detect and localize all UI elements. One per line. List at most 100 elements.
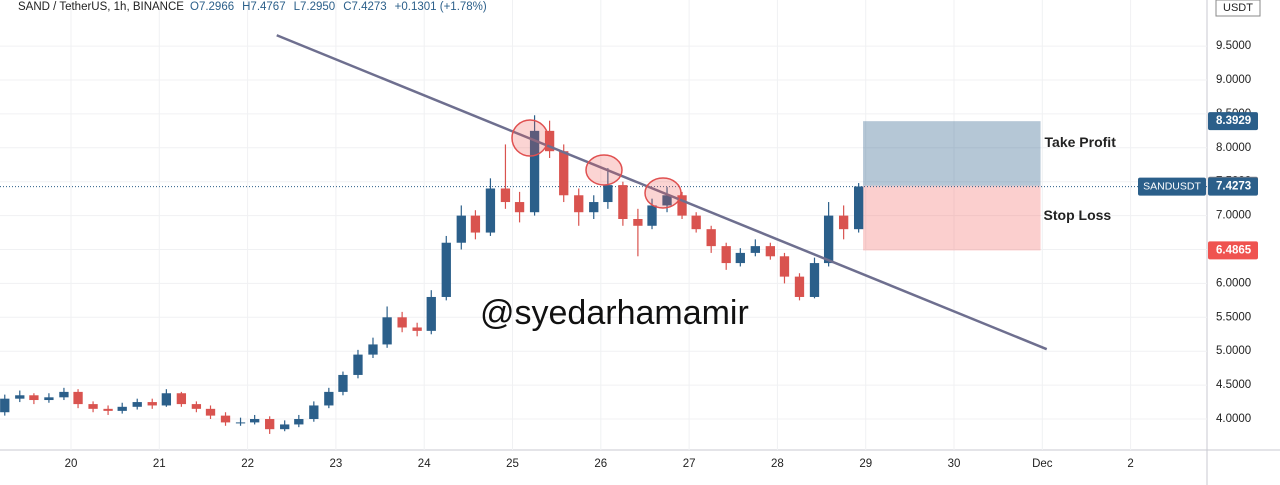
take-profit-price-box bbox=[1208, 112, 1258, 131]
x-tick-label: 30 bbox=[948, 458, 961, 470]
candle-body bbox=[294, 419, 304, 425]
candle-body bbox=[0, 398, 10, 413]
candle-body bbox=[589, 202, 599, 213]
y-tick-label: 9.0000 bbox=[1216, 74, 1251, 86]
x-tick-label: 28 bbox=[771, 458, 784, 470]
candle-body bbox=[691, 215, 701, 230]
candle-body bbox=[338, 374, 348, 392]
y-tick-label: 5.0000 bbox=[1216, 345, 1251, 357]
currency: USDT bbox=[1223, 2, 1253, 14]
candle-body bbox=[441, 242, 451, 297]
y-tick-label: 4.0000 bbox=[1216, 413, 1251, 425]
ohlc-stat: +0.1301 (+1.78%) bbox=[395, 1, 487, 13]
highlight-circle bbox=[511, 119, 549, 157]
y-tick-label: 5.5000 bbox=[1216, 311, 1251, 323]
y-tick-label: 9.5000 bbox=[1216, 40, 1251, 52]
candle-body bbox=[765, 246, 776, 257]
candle-body bbox=[161, 393, 172, 406]
x-tick-label: Dec bbox=[1032, 458, 1053, 470]
candle-body bbox=[721, 246, 731, 264]
stop-loss-price: 6.4865 bbox=[1216, 244, 1252, 256]
highlight-circle bbox=[585, 154, 623, 186]
x-tick-label: 2 bbox=[1127, 458, 1133, 470]
last-price-box bbox=[1208, 177, 1258, 196]
candle-body bbox=[15, 395, 25, 399]
currency-box bbox=[1215, 0, 1261, 17]
candle-body bbox=[662, 195, 672, 206]
y-tick-label: 6.0000 bbox=[1216, 277, 1251, 289]
candle-body bbox=[779, 256, 790, 277]
candle-body bbox=[147, 402, 157, 406]
candle-body bbox=[809, 263, 820, 297]
candle-body bbox=[353, 354, 363, 375]
stop-loss-price-box bbox=[1208, 241, 1258, 260]
candle-body bbox=[603, 185, 613, 203]
candle-body bbox=[132, 402, 142, 407]
y-tick-label: 4.5000 bbox=[1216, 379, 1251, 391]
x-tick-label: 26 bbox=[594, 458, 607, 470]
candle-body bbox=[324, 391, 334, 406]
candle-body bbox=[514, 202, 525, 213]
take-profit-label: Take Profit bbox=[1045, 134, 1117, 150]
candle-body bbox=[44, 397, 54, 401]
candle-body bbox=[426, 296, 436, 331]
candle-body bbox=[677, 195, 687, 216]
x-tick-label: 20 bbox=[65, 458, 78, 470]
candle-body bbox=[529, 130, 540, 213]
candle-body bbox=[280, 424, 290, 430]
candle-body bbox=[368, 344, 378, 355]
candle-body bbox=[191, 404, 202, 409]
symbol-title: SAND / TetherUS, 1h, BINANCE bbox=[18, 1, 184, 13]
candle-body bbox=[59, 391, 69, 398]
candle-body bbox=[29, 395, 39, 401]
take-profit-price: 8.3929 bbox=[1216, 115, 1251, 127]
take-profit-zone bbox=[863, 121, 1041, 186]
ohlc-stat: C7.4273 bbox=[343, 1, 386, 13]
candle-body bbox=[559, 151, 569, 196]
candle-body bbox=[456, 215, 466, 243]
candle-body bbox=[470, 215, 481, 233]
candle-body bbox=[500, 188, 511, 203]
candle-body bbox=[397, 317, 407, 328]
symbol-tag: SANDUSDT bbox=[1143, 180, 1201, 192]
candle-body bbox=[103, 408, 113, 411]
stop-loss-label: Stop Loss bbox=[1044, 207, 1112, 223]
candle-body bbox=[265, 419, 275, 430]
candle-body bbox=[235, 422, 246, 424]
candle-body bbox=[485, 188, 496, 233]
candle-body bbox=[838, 215, 849, 230]
candle-body bbox=[205, 408, 216, 416]
ohlc-stat: H7.4767 bbox=[242, 1, 285, 13]
candle-body bbox=[412, 327, 422, 331]
candle-body bbox=[633, 218, 643, 226]
candle-body bbox=[220, 415, 231, 423]
x-tick-label: 23 bbox=[330, 458, 343, 470]
candle-body bbox=[117, 406, 127, 411]
y-tick-label: 7.0000 bbox=[1216, 210, 1251, 222]
symbol-tag-box bbox=[1138, 177, 1206, 196]
x-tick-label: 29 bbox=[859, 458, 872, 470]
candle-body bbox=[309, 405, 319, 420]
highlight-circle bbox=[644, 177, 682, 209]
candle-body bbox=[618, 185, 628, 219]
candle-body bbox=[853, 186, 864, 230]
candle-body bbox=[750, 246, 760, 253]
candle-body bbox=[794, 276, 805, 297]
y-tick-label: 8.0000 bbox=[1216, 142, 1251, 154]
candle-body bbox=[706, 229, 716, 247]
candle-body bbox=[647, 205, 657, 226]
candle-body bbox=[735, 252, 745, 264]
x-tick-label: 21 bbox=[153, 458, 166, 470]
x-tick-label: 27 bbox=[683, 458, 696, 470]
stop-loss-zone bbox=[863, 185, 1041, 251]
x-tick-label: 24 bbox=[418, 458, 431, 470]
x-tick-label: 25 bbox=[506, 458, 519, 470]
candle-body bbox=[823, 215, 834, 264]
ohlc-stat: L7.2950 bbox=[294, 1, 336, 13]
trendline bbox=[276, 34, 1048, 351]
candle-body bbox=[176, 393, 187, 405]
candle-body bbox=[250, 419, 260, 423]
watermark: @syedarhamamir bbox=[480, 294, 749, 332]
